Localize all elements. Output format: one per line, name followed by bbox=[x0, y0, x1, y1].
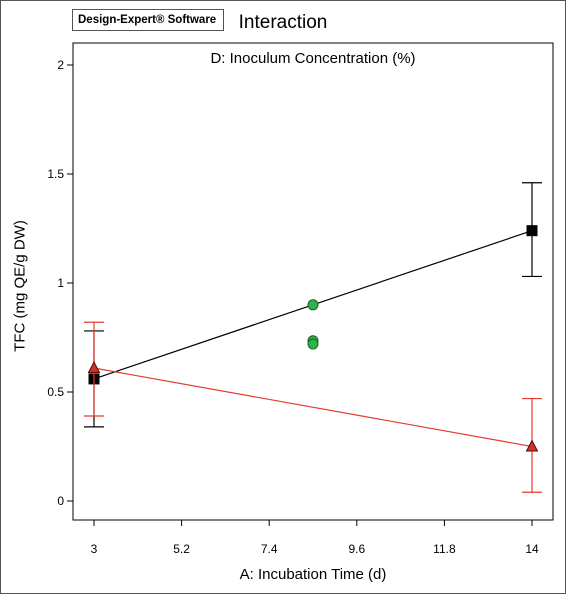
y-tick-label: 2 bbox=[57, 58, 64, 72]
triangle-marker bbox=[87, 360, 101, 374]
x-tick-label: 5.2 bbox=[173, 542, 190, 556]
square-marker bbox=[526, 225, 538, 237]
plot-frame bbox=[72, 42, 554, 521]
y-tick-label: 1.5 bbox=[47, 167, 64, 181]
series-line bbox=[93, 367, 533, 448]
x-tick-label: 14 bbox=[525, 542, 539, 556]
design-point bbox=[307, 338, 319, 350]
y-axis-label: TFC (mg QE/g DW) bbox=[11, 220, 29, 352]
software-badge: Design-Expert® Software bbox=[72, 9, 224, 31]
x-tick-label: 9.6 bbox=[348, 542, 365, 556]
axes: 0 0.5 1 1.5 2 3 5.2 7.4 9.6 11.8 14 bbox=[47, 42, 554, 556]
y-tick-label: 0 bbox=[57, 494, 64, 508]
y-tick-label: 1 bbox=[57, 276, 64, 290]
triangle-marker bbox=[525, 439, 539, 452]
x-tick-label: 3 bbox=[91, 542, 98, 556]
design-point bbox=[307, 299, 319, 311]
y-tick-label: 0.5 bbox=[47, 385, 64, 399]
chart-subtitle: D: Inoculum Concentration (%) bbox=[210, 50, 416, 67]
chart-marks bbox=[84, 182, 542, 493]
chart-title: Interaction bbox=[238, 12, 328, 33]
x-axis-label: A: Incubation Time (d) bbox=[239, 566, 387, 583]
x-tick-label: 7.4 bbox=[261, 542, 278, 556]
x-tick-label: 11.8 bbox=[433, 542, 456, 556]
